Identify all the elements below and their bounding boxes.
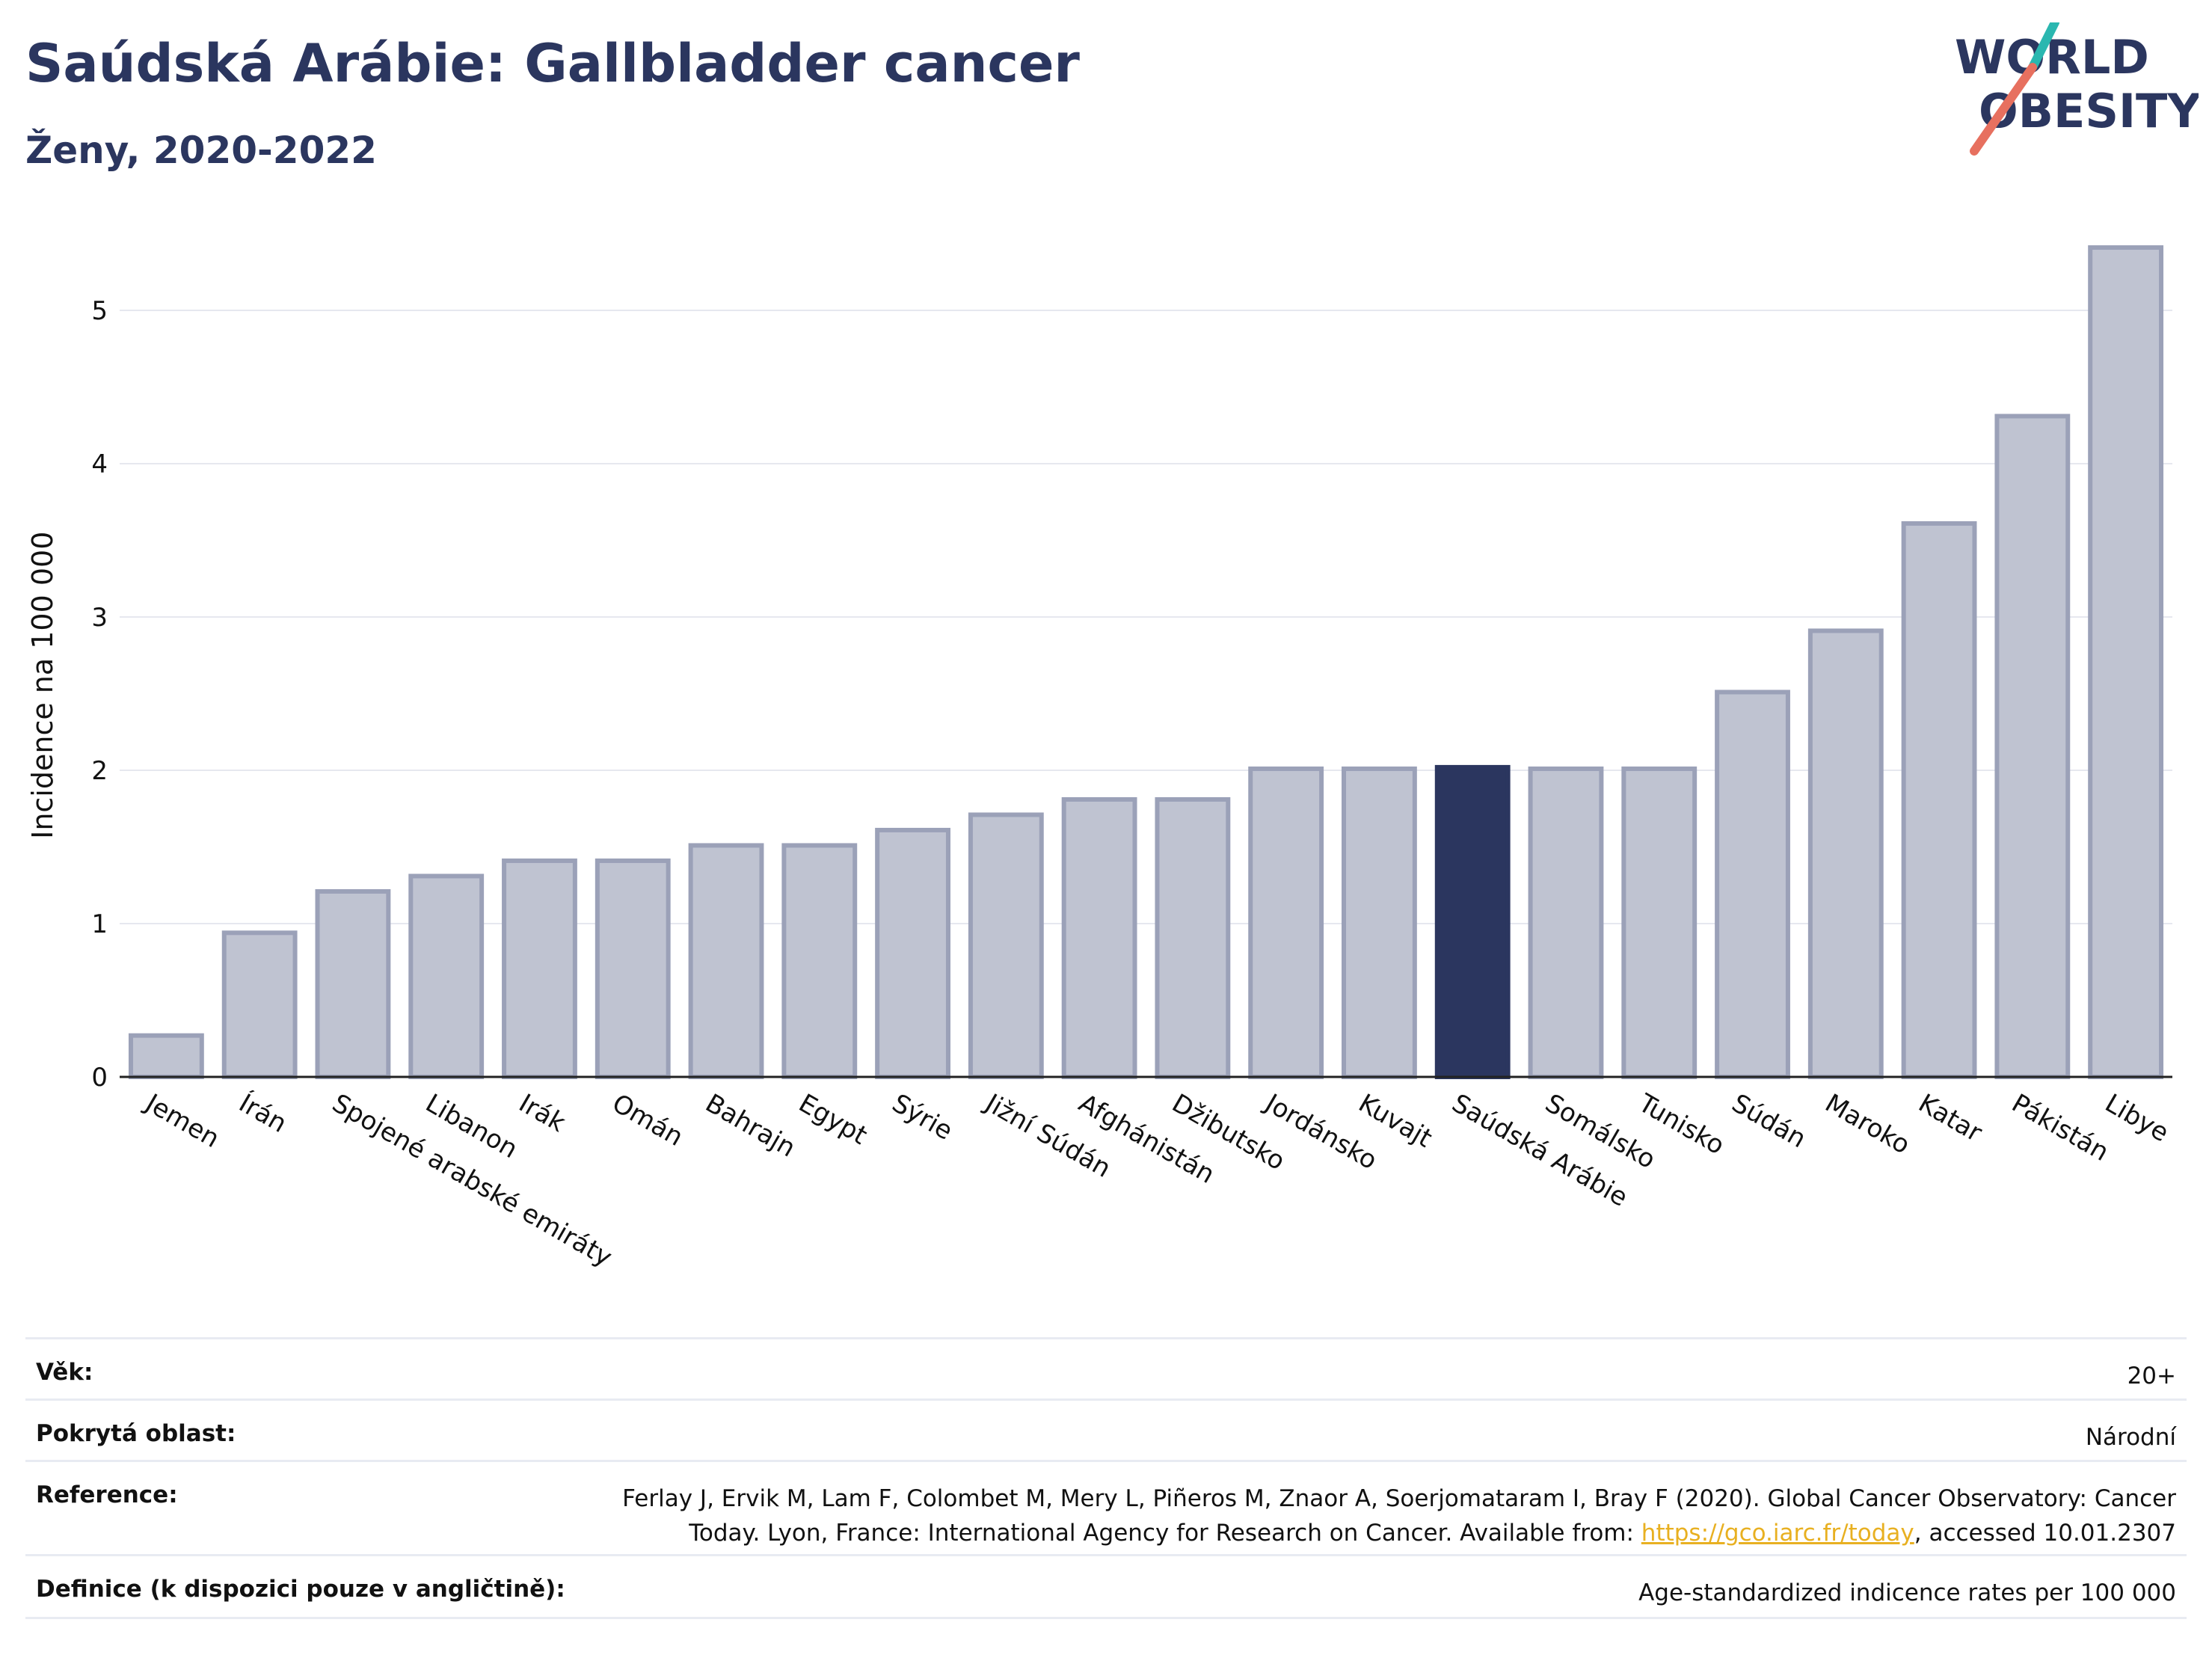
definition-value: Age-standardized indicence rates per 100… [1638,1579,2176,1606]
bar [128,1033,204,1080]
x-tick-label: Irák [514,1088,571,1138]
definition-label: Definice (k dispozici pouze v angličtině… [36,1576,565,1603]
bar [968,812,1044,1079]
bar-highlight [1434,764,1511,1080]
reference-text-2: , accessed 10.01.2307 [1914,1520,2176,1547]
bar [315,888,391,1079]
info-row-reference: Reference: Ferlay J, Ervik M, Lam F, Col… [25,1462,2187,1556]
x-tick-label: Maroko [1820,1088,1915,1160]
x-tick-label: Jemen [139,1087,224,1154]
world-obesity-logo: WORLD OBESITY [1955,22,2199,156]
x-tick-label: Írán [234,1087,292,1139]
x-tick-label: Katar [1914,1088,1988,1148]
age-label: Věk: [36,1359,93,1386]
area-value: Národní [2085,1424,2176,1451]
x-tick-label: Egypt [793,1088,872,1151]
y-tick-label: 2 [91,756,108,786]
reference-link[interactable]: https://gco.iarc.fr/today [1641,1520,1914,1547]
bar [1155,796,1231,1079]
chart-title: Saúdská Arábie: Gallbladder cancer [25,33,1080,94]
y-axis-title: Incidence na 100 000 [26,532,59,839]
area-label: Pokrytá oblast: [36,1420,236,1447]
age-value: 20+ [2127,1363,2176,1390]
bar [1248,766,1324,1079]
bar [1901,521,1977,1079]
bar [1342,766,1417,1079]
x-tick-label: Sýrie [887,1088,958,1146]
bar [221,930,298,1080]
bar [1994,414,2071,1079]
chart-subtitle: Ženy, 2020-2022 [25,129,377,172]
bar [595,858,671,1079]
bar [502,858,577,1079]
bar [1715,690,1790,1079]
y-tick-label: 0 [91,1063,108,1093]
x-tick-label: Pákistán [2006,1088,2113,1167]
x-tick-label: Súdán [1727,1088,1811,1154]
x-tick-label: Bahrajn [701,1088,801,1163]
y-tick-label: 5 [91,296,108,326]
bar [1528,766,1604,1079]
bar [875,827,950,1079]
reference-value: Ferlay J, Ervik M, Lam F, Colombet M, Me… [621,1481,2176,1550]
bar [2088,245,2164,1080]
bar [1061,796,1137,1079]
x-tick-label: Omán [607,1088,689,1152]
reference-label: Reference: [36,1481,178,1508]
y-tick-label: 1 [91,909,108,939]
bar [408,873,485,1079]
y-tick-label: 4 [91,449,108,479]
info-row-definition: Definice (k dispozici pouze v angličtině… [25,1556,2187,1619]
reference-text-1: Ferlay J, Ervik M, Lam F, Colombet M, Me… [622,1485,2176,1547]
y-tick-label: 3 [91,603,108,633]
bar [1621,766,1698,1079]
info-row-area: Pokrytá oblast: Národní [25,1401,2187,1462]
info-table: Věk: 20+ Pokrytá oblast: Národní Referen… [25,1337,2187,1619]
bar [781,843,858,1079]
bar [688,843,764,1079]
logo-line1: WORLD [1955,30,2149,85]
info-row-age: Věk: 20+ [25,1339,2187,1401]
bar [1807,628,1884,1079]
